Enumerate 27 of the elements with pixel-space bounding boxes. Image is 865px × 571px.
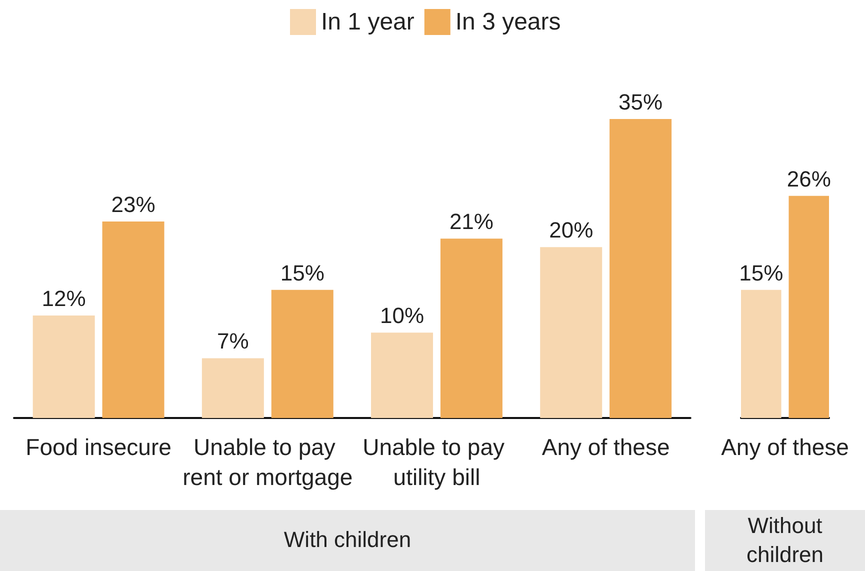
data-label: 26% [786,166,831,192]
x-axis-title: With children [0,510,695,571]
bar [371,332,434,418]
data-label: 15% [739,260,784,286]
data-label: 35% [618,90,663,114]
bar [540,247,602,418]
data-label: 15% [280,260,324,286]
data-label: 21% [449,209,494,234]
data-label: 12% [42,286,86,311]
legend-label: In 3 years [455,8,561,36]
bar [440,238,502,418]
data-label: 20% [549,218,594,243]
bar [202,358,264,418]
data-label: 10% [380,303,424,328]
data-label: 23% [111,192,156,218]
x-tick-label: Unable to pay rent or mortgage [182,434,353,490]
bar [610,119,672,418]
data-label: 7% [217,328,249,354]
x-axis-title: Without children [705,510,865,571]
x-tick-label: Food insecure [26,434,172,460]
bar [271,290,334,418]
bar [102,222,164,418]
bar [32,315,95,418]
x-tick-label: Any of these [721,434,849,460]
x-tick-label: Unable to pay utility bill [362,434,511,490]
legend-label: In 1 year [321,8,414,36]
x-tick-label: Any of these [542,434,670,460]
